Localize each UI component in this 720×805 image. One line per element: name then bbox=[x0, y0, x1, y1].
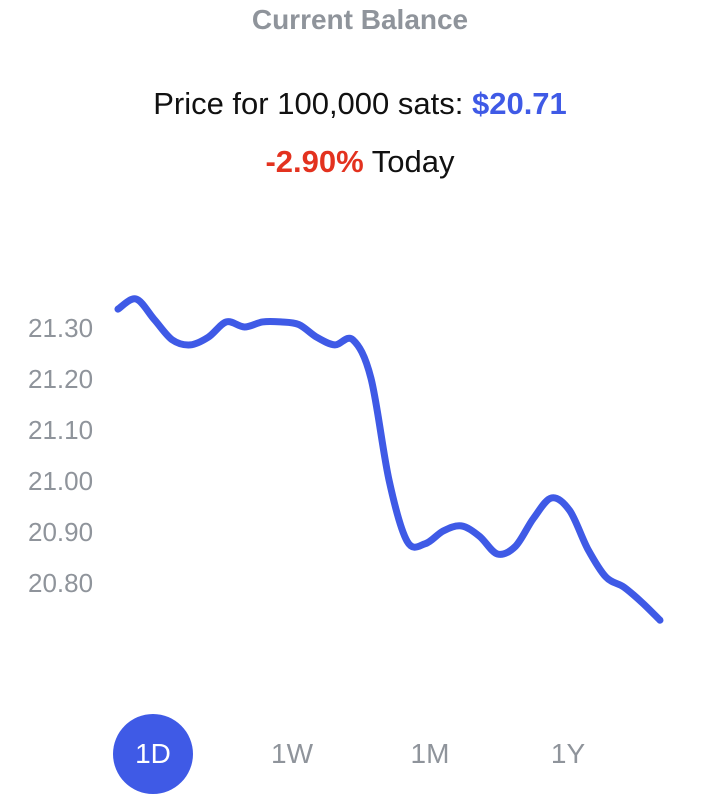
price-series-line bbox=[114, 295, 664, 624]
change-line: -2.90% Today bbox=[0, 144, 720, 180]
range-tab-1d[interactable]: 1D bbox=[113, 714, 193, 794]
change-suffix: Today bbox=[363, 144, 455, 179]
y-tick-label: 21.30 bbox=[28, 313, 93, 343]
page-title: Current Balance bbox=[251, 4, 469, 35]
y-tick-label: 21.10 bbox=[28, 415, 93, 445]
data-point bbox=[115, 306, 121, 312]
change-percent: -2.90% bbox=[265, 144, 364, 179]
data-point bbox=[260, 319, 266, 325]
data-point bbox=[187, 342, 193, 348]
data-point bbox=[639, 599, 645, 605]
data-point bbox=[458, 523, 464, 529]
data-point bbox=[278, 319, 284, 325]
data-point bbox=[549, 495, 555, 501]
data-point bbox=[657, 617, 663, 623]
range-tab-label: 1M bbox=[410, 738, 450, 769]
data-point bbox=[476, 533, 482, 539]
price-label: Price for 100,000 sats: bbox=[153, 86, 472, 121]
data-point bbox=[440, 528, 446, 534]
data-point bbox=[621, 584, 627, 590]
data-point bbox=[205, 334, 211, 340]
price-line: Price for 100,000 sats: $20.71 bbox=[0, 86, 720, 122]
data-point bbox=[404, 538, 410, 544]
data-point bbox=[242, 324, 248, 330]
data-point bbox=[603, 574, 609, 580]
data-point bbox=[513, 543, 519, 549]
y-tick-label: 20.90 bbox=[28, 517, 93, 547]
data-point bbox=[133, 296, 139, 302]
range-tab-label: 1Y bbox=[550, 738, 586, 769]
data-point bbox=[296, 322, 302, 328]
y-tick-label: 20.80 bbox=[28, 568, 93, 598]
range-tab-label: 1W bbox=[271, 738, 313, 769]
data-point bbox=[350, 337, 356, 343]
range-tab-1m[interactable]: 1M bbox=[390, 714, 470, 794]
data-point bbox=[223, 319, 229, 325]
price-value: $20.71 bbox=[471, 86, 567, 121]
data-point bbox=[494, 551, 500, 557]
y-tick-label: 21.00 bbox=[28, 466, 93, 496]
data-point bbox=[332, 342, 338, 348]
data-point bbox=[368, 375, 374, 381]
range-tab-label: 1D bbox=[135, 738, 171, 769]
data-point bbox=[314, 334, 320, 340]
data-point bbox=[386, 477, 392, 483]
data-point bbox=[151, 316, 157, 322]
y-tick-label: 21.20 bbox=[28, 364, 93, 394]
data-point bbox=[585, 546, 591, 552]
range-tab-1y[interactable]: 1Y bbox=[528, 714, 608, 794]
data-point bbox=[169, 337, 175, 343]
data-point bbox=[567, 508, 573, 514]
data-point bbox=[531, 515, 537, 521]
data-point bbox=[422, 541, 428, 547]
range-tab-1w[interactable]: 1W bbox=[252, 714, 332, 794]
